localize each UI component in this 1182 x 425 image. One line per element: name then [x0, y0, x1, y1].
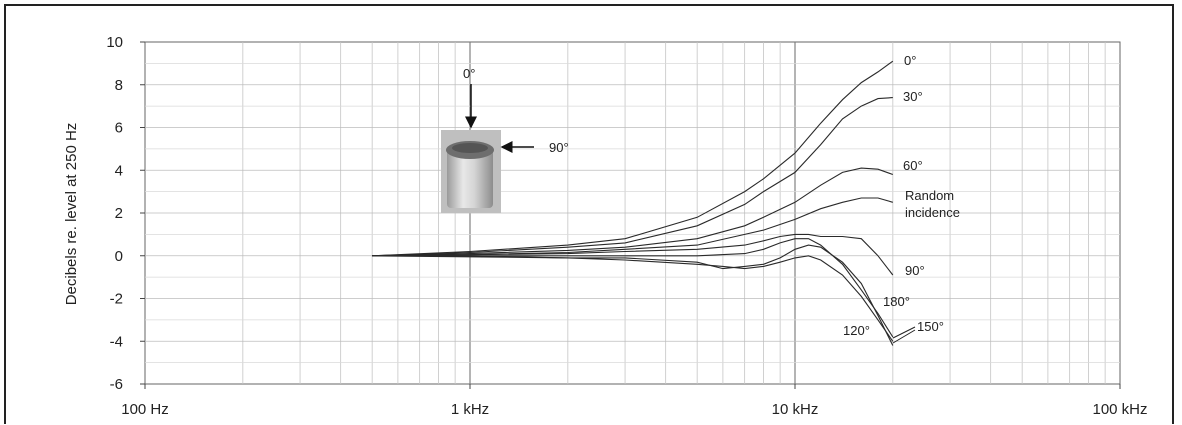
series-line-180deg: [372, 238, 894, 338]
x-tick-label: 100 Hz: [121, 401, 169, 418]
curve-label: incidence: [905, 205, 960, 220]
y-tick-label: 8: [115, 77, 123, 94]
microphone-grille-center: [452, 143, 488, 153]
axis-ticks: 10 8 6 4 2 0 -2 -4 -6 100 Hz 1 kHz 10 kHz 100 kHz: [106, 34, 1147, 418]
y-tick-label: 6: [115, 120, 123, 137]
curve-label: 30°: [903, 89, 923, 104]
inset-label-top: 0°: [463, 66, 475, 81]
curve-label: 90°: [905, 263, 925, 278]
y-tick-label: 10: [106, 34, 123, 51]
curve-labels: 0° 30° 60° Random incidence 90° 180° 120° 150°: [843, 53, 960, 344]
series-line-random-incidence: [372, 197, 893, 257]
curve-label: 60°: [903, 158, 923, 173]
series-line-30deg: [372, 97, 893, 257]
inset-label-side: 90°: [549, 140, 569, 155]
y-tick-label: -4: [110, 333, 123, 350]
y-tick-label: 0: [115, 248, 123, 265]
y-axis-label: Decibels re. level at 250 Hz: [63, 123, 80, 306]
curve-label: 150°: [917, 319, 944, 334]
x-tick-label: 1 kHz: [451, 401, 489, 418]
leader-line-150-b: [892, 329, 916, 344]
y-tick-label: 4: [115, 162, 123, 179]
series-line-0deg: [372, 60, 894, 257]
chart-frame: [4, 4, 1174, 424]
curve-label: 180°: [883, 294, 910, 309]
x-tick-label: 100 kHz: [1092, 401, 1147, 418]
microphone-body: [447, 150, 493, 208]
x-tick-label: 10 kHz: [772, 401, 819, 418]
y-tick-label: 2: [115, 205, 123, 222]
leader-line-150: [892, 326, 916, 339]
curve-label: 0°: [904, 53, 916, 68]
series-line-120deg: [372, 244, 894, 346]
series-line-60deg: [372, 167, 893, 257]
series-lines: [372, 60, 894, 346]
y-tick-label: -6: [110, 376, 123, 393]
curve-label: 120°: [843, 323, 870, 338]
series-line-90deg: [372, 233, 894, 276]
y-tick-label: -2: [110, 291, 123, 308]
series-line-150deg: [372, 255, 894, 342]
curve-label: Random: [905, 188, 954, 203]
microphone-inset: 0° 90°: [441, 66, 569, 213]
